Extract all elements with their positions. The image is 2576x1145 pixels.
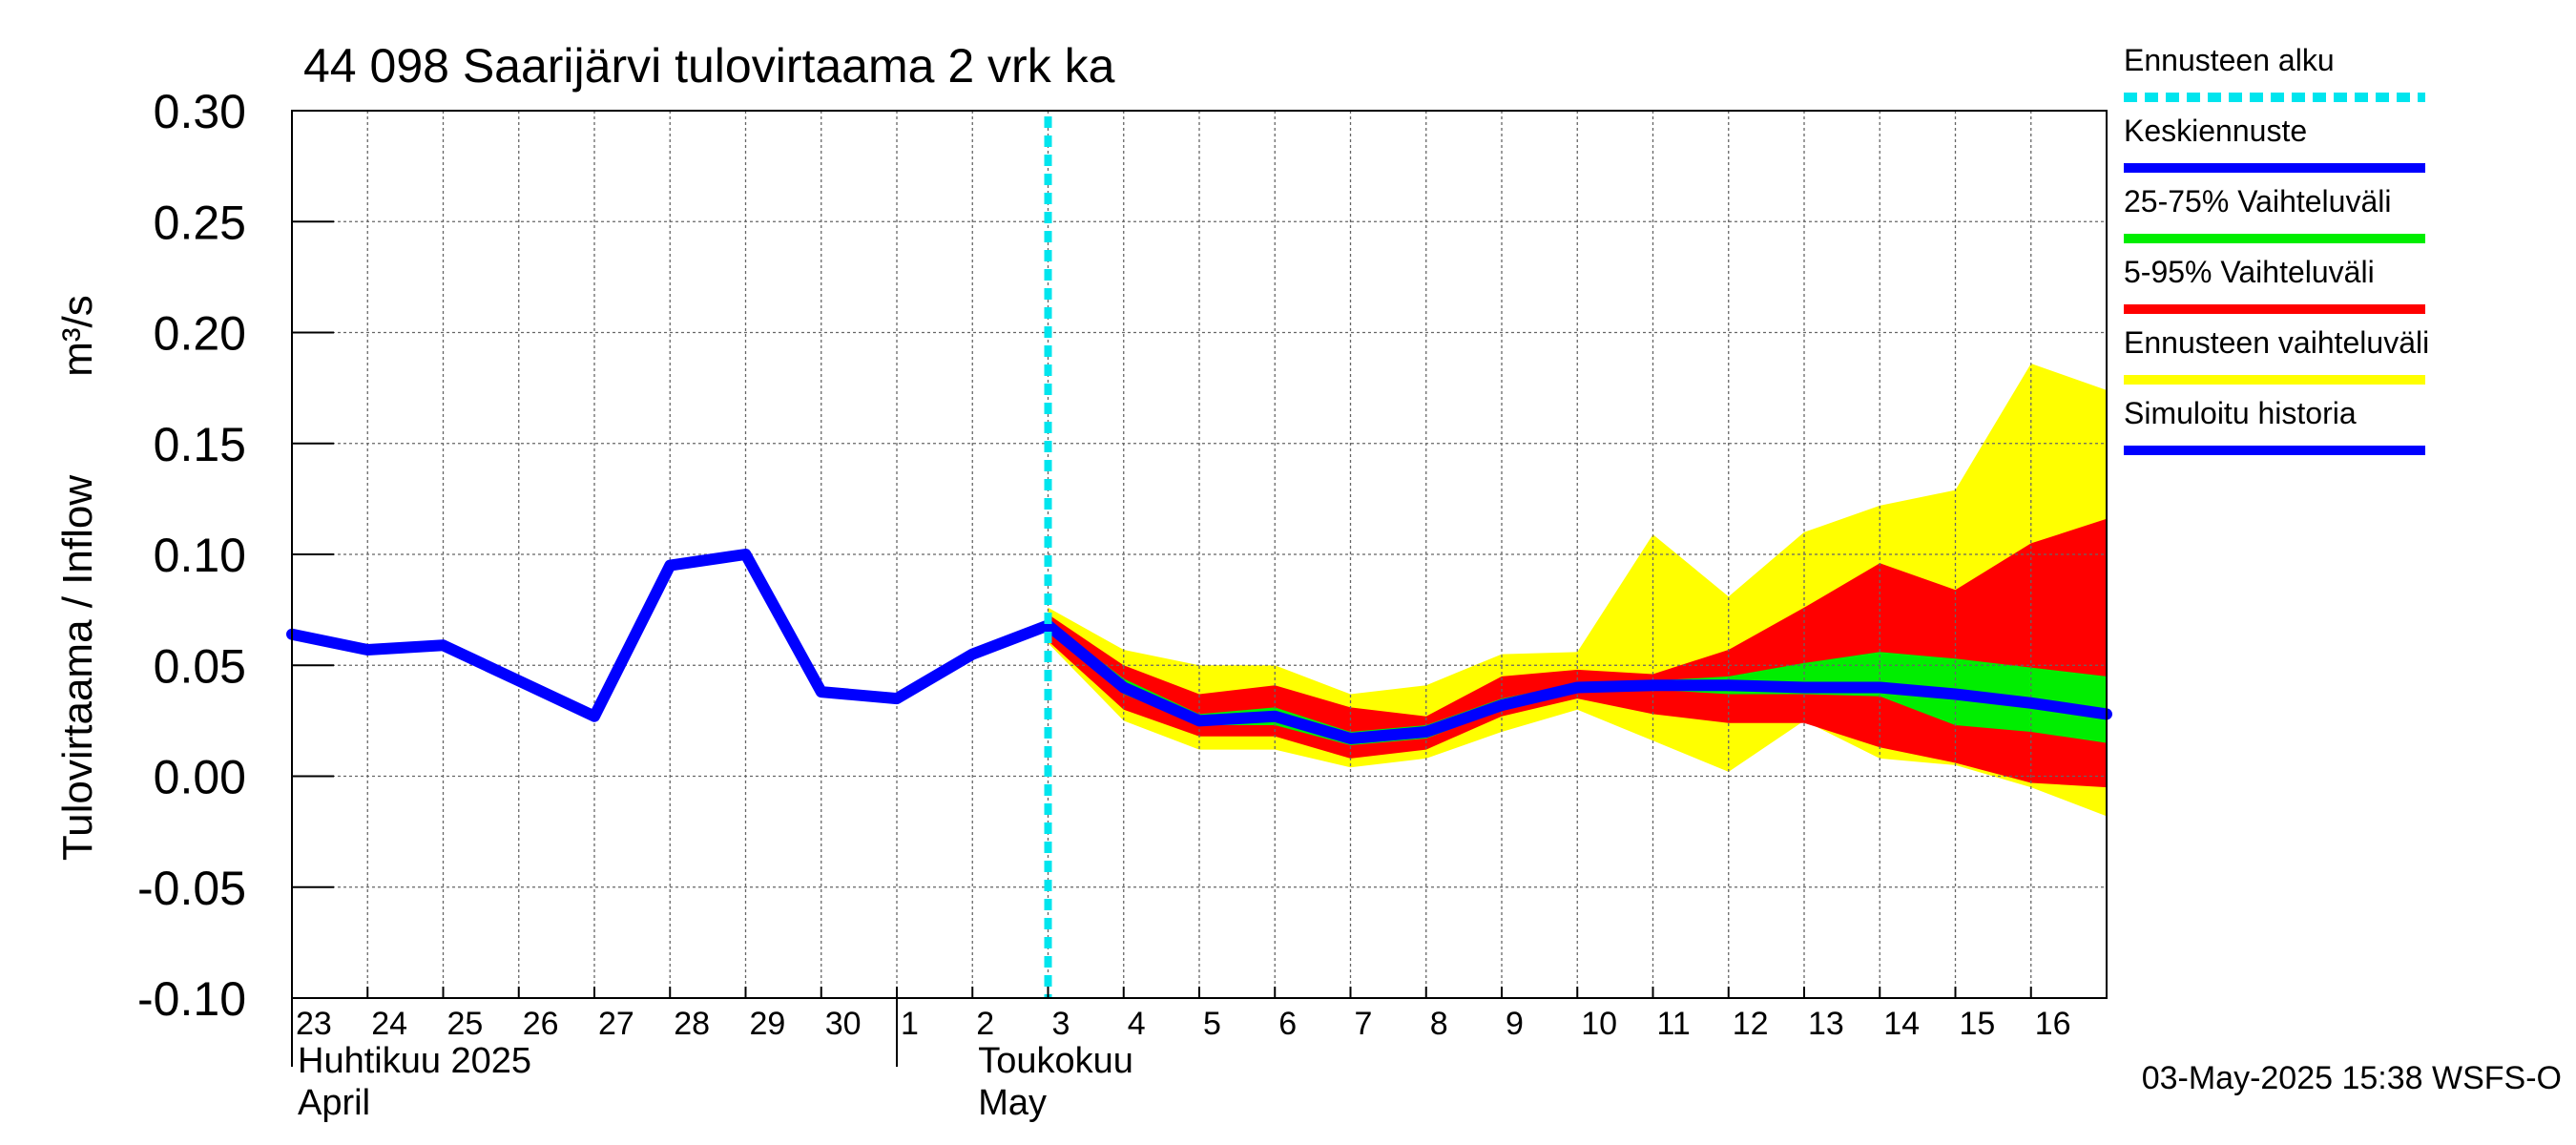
y-tick-label-2: 0.20 (154, 307, 246, 361)
x-tick-label-10: 3 (1052, 1006, 1070, 1042)
x-tick-label-21: 14 (1883, 1006, 1920, 1042)
x-tick-label-3: 26 (523, 1006, 559, 1042)
x-tick-label-9: 2 (976, 1006, 994, 1042)
x-tick-label-13: 6 (1278, 1006, 1297, 1042)
x-tick-label-7: 30 (825, 1006, 862, 1042)
legend-label-4: Ennusteen vaihteluväli (2124, 325, 2429, 360)
x-tick-label-12: 5 (1203, 1006, 1221, 1042)
legend-label-3: 5-95% Vaihteluväli (2124, 255, 2375, 289)
x-tick-label-20: 13 (1808, 1006, 1844, 1042)
x-tick-label-17: 10 (1581, 1006, 1617, 1042)
x-tick-labels: 23 24 25 26 27 28 29 30 1 2 3 4 5 6 7 8 9 10 11 12 13 14 15 16 (296, 1006, 2071, 1042)
y-tick-label-3: 0.15 (154, 418, 246, 471)
x-tick-label-8: 1 (901, 1006, 919, 1042)
month-label-1: Toukokuu (978, 1041, 1133, 1081)
y-tick-labels: 0.30 0.25 0.20 0.15 0.10 0.05 0.00 -0.05 -0.10 (137, 85, 246, 1026)
y-tick-label-1: 0.25 (154, 196, 246, 249)
series-line-1 (1042, 619, 2112, 744)
timestamp-footer: 03-May-2025 15:38 WSFS-O (2142, 1060, 2562, 1096)
series-line-0 (286, 549, 1054, 722)
legend-label-2: 25-75% Vaihteluväli (2124, 184, 2391, 219)
x-tick-label-23: 16 (2035, 1006, 2071, 1042)
y-tick-label-5: 0.05 (154, 639, 246, 693)
y-tick-label-6: 0.00 (154, 751, 246, 804)
y-tick-label-7: -0.05 (137, 862, 246, 915)
x-tick-label-4: 27 (598, 1006, 634, 1042)
x-tick-label-14: 7 (1355, 1006, 1373, 1042)
x-tick-label-6: 29 (750, 1006, 786, 1042)
y-tick-label-4: 0.10 (154, 529, 246, 582)
x-tick-label-18: 11 (1657, 1006, 1691, 1042)
month-label-en-0: April (298, 1083, 370, 1123)
x-tick-label-0: 23 (296, 1006, 332, 1042)
x-tick-label-1: 24 (371, 1006, 407, 1042)
x-tick-label-5: 28 (674, 1006, 710, 1042)
y-tick-label-8: -0.10 (137, 972, 246, 1026)
y-axis-unit: m³/s (54, 295, 101, 377)
legend-label-0: Ennusteen alku (2124, 43, 2335, 77)
x-tick-label-11: 4 (1128, 1006, 1146, 1042)
month-label-en-1: May (978, 1083, 1047, 1123)
month-label-0: Huhtikuu 2025 (298, 1041, 531, 1081)
x-tick-label-19: 12 (1733, 1006, 1769, 1042)
legend-label-5: Simuloitu historia (2124, 396, 2357, 430)
x-tick-label-16: 9 (1506, 1006, 1524, 1042)
y-axis-label: Tulovirtaama / Inflow (54, 475, 101, 862)
y-tick-label-0: 0.30 (154, 85, 246, 138)
legend-label-1: Keskiennuste (2124, 114, 2307, 148)
x-tick-label-15: 8 (1430, 1006, 1448, 1042)
axes (291, 110, 2108, 1067)
x-tick-label-22: 15 (1960, 1006, 1996, 1042)
grid-lines (292, 110, 2107, 999)
legend: Ennusteen alku Keskiennuste 25-75% Vaihtel… (2124, 43, 2429, 455)
chart-title: 44 098 Saarijärvi tulovirtaama 2 vrk ka (303, 39, 1115, 93)
x-tick-label-2: 25 (447, 1006, 484, 1042)
data-lines (286, 116, 2112, 998)
